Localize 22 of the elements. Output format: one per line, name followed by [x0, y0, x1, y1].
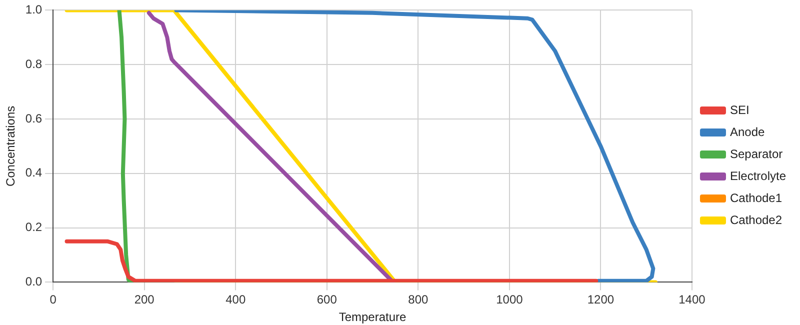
x-tick-label: 800	[408, 292, 428, 307]
y-tick-label: 1.0	[25, 2, 42, 17]
x-tick-label: 1000	[496, 292, 524, 307]
y-tick-label: 0.6	[25, 111, 42, 126]
x-tick-label: 200	[134, 292, 155, 307]
y-tick-label: 0.0	[25, 274, 42, 289]
legend-label: Separator	[730, 146, 783, 161]
legend-label: Cathode1	[730, 190, 782, 205]
y-tick-label: 0.2	[25, 220, 42, 234]
x-tick-label: 400	[226, 292, 246, 307]
x-tick-label: 1200	[587, 292, 614, 307]
x-tick-label: 0	[50, 292, 57, 307]
legend-label: Electrolyte	[730, 168, 786, 183]
y-axis-title: Concentrations	[4, 106, 18, 187]
legend-label: SEI	[730, 102, 750, 117]
legend-label: Cathode2	[730, 212, 782, 227]
y-tick-label: 0.8	[25, 56, 42, 71]
x-tick-label: 600	[316, 292, 338, 307]
y-tick-label: 0.4	[25, 166, 42, 180]
x-tick-label: 1400	[678, 292, 706, 307]
x-axis-title: Temperature	[338, 310, 407, 324]
legend-label: Anode	[730, 124, 766, 139]
